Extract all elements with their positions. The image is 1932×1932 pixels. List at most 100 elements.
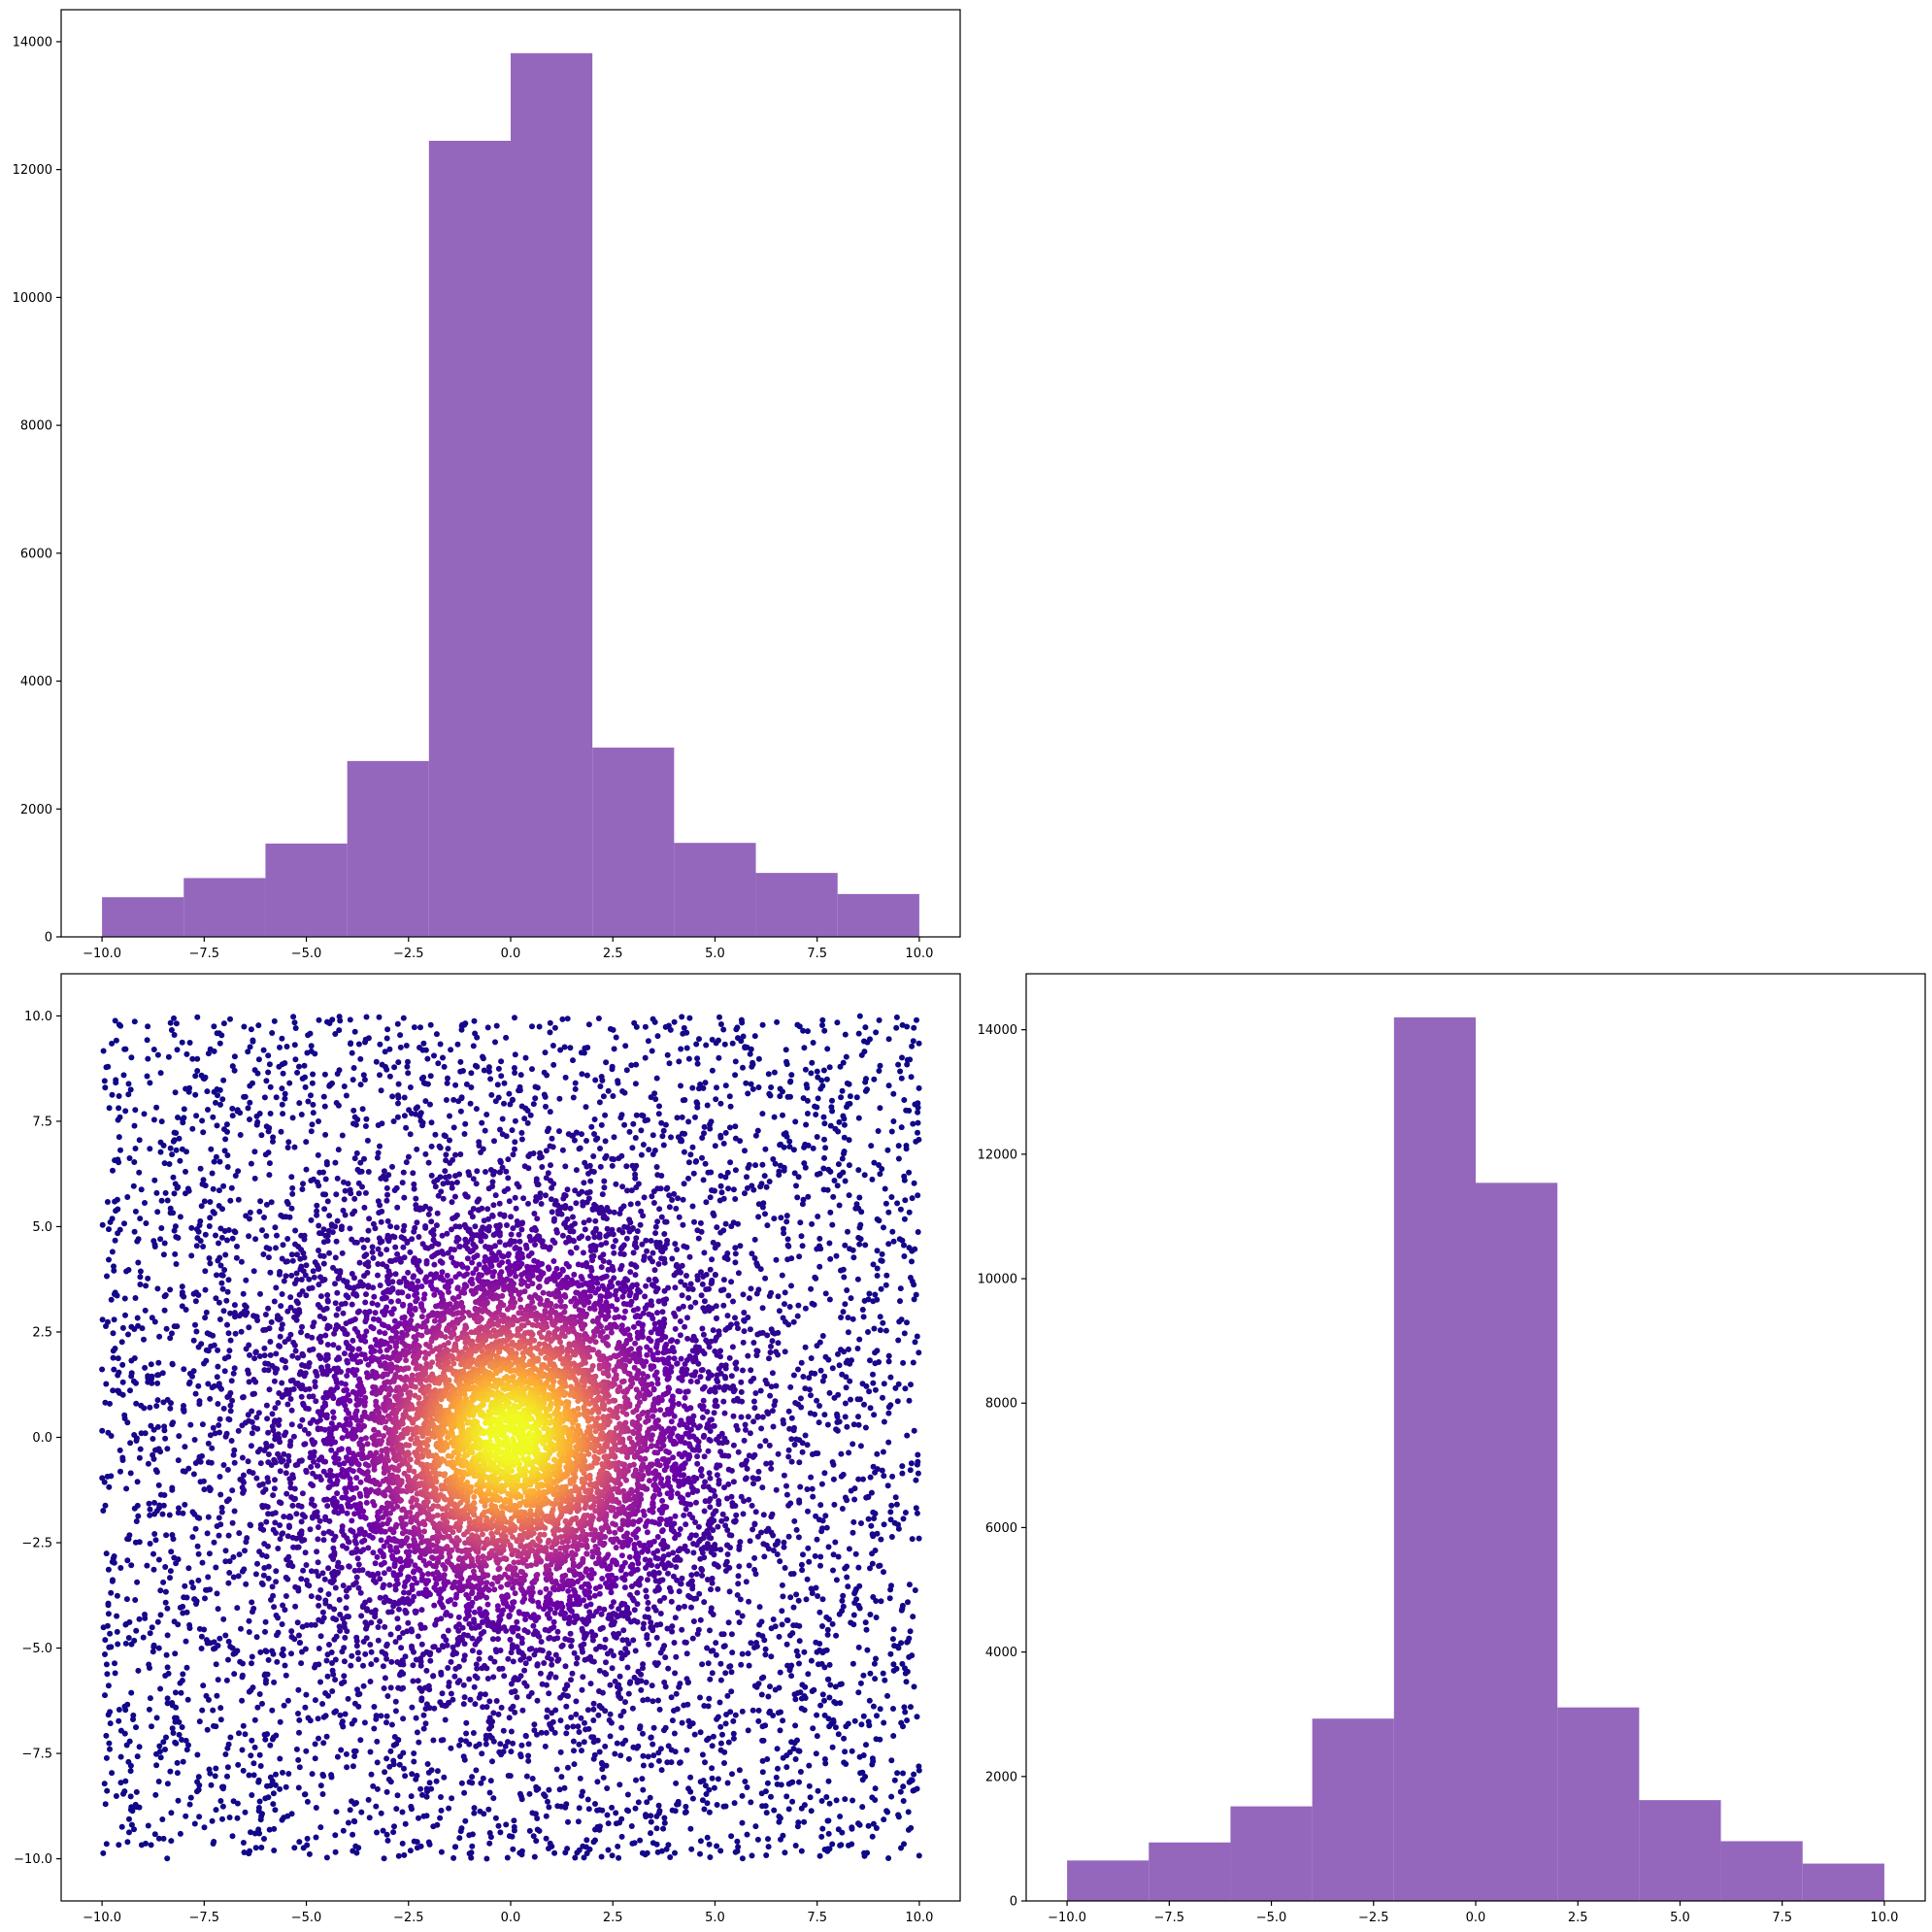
scatter-point (868, 1489, 875, 1496)
scatter-point (391, 1823, 397, 1830)
scatter-point (492, 1098, 499, 1105)
scatter-point (822, 1760, 829, 1767)
scatter-point (307, 1526, 314, 1533)
scatter-point (899, 1054, 905, 1061)
scatter-point (802, 1305, 809, 1312)
scatter-point (590, 1706, 597, 1713)
scatter-point (218, 1385, 224, 1392)
scatter-point (427, 1657, 434, 1664)
scatter-point (661, 1815, 668, 1821)
scatter-point (712, 1272, 718, 1279)
scatter-point (425, 1211, 432, 1217)
scatter-point (452, 1082, 459, 1088)
scatter-point (841, 1116, 848, 1122)
scatter-point (660, 1127, 667, 1134)
scatter-point (378, 1087, 384, 1094)
scatter-point (759, 1305, 766, 1312)
scatter-point (145, 1460, 151, 1467)
scatter-point (422, 1150, 429, 1157)
scatter-point (239, 1672, 246, 1679)
scatter-point (547, 1840, 553, 1847)
scatter-point (401, 1851, 408, 1858)
scatter-point (762, 1377, 769, 1383)
scatter-point (840, 1592, 847, 1599)
scatter-point (231, 1302, 238, 1309)
scatter-point (263, 1518, 270, 1525)
scatter-point (403, 1124, 410, 1131)
scatter-point (802, 1164, 809, 1171)
scatter-point (788, 1415, 795, 1421)
scatter-point (279, 1101, 285, 1108)
scatter-point (130, 1712, 137, 1718)
scatter-point (900, 1770, 906, 1777)
scatter-point (723, 1712, 730, 1717)
scatter-point (608, 1648, 615, 1654)
scatter-point (217, 1316, 223, 1322)
scatter-point (233, 1254, 240, 1261)
scatter-point (396, 1634, 403, 1641)
scatter-point (344, 1764, 350, 1771)
scatter-point (416, 1113, 423, 1119)
scatter-point (704, 1102, 711, 1109)
scatter-point (785, 1502, 792, 1509)
scatter-point (105, 1063, 112, 1070)
scatter-point (911, 1771, 917, 1778)
scatter-point (163, 1325, 170, 1332)
scatter-point (827, 1255, 834, 1262)
scatter-point (298, 1660, 305, 1667)
scatter-point (183, 1747, 190, 1753)
scatter-point (308, 1043, 315, 1049)
scatter-point (131, 1159, 138, 1165)
scatter-point (640, 1213, 647, 1219)
scatter-point (469, 1831, 476, 1838)
scatter-point (780, 1416, 786, 1423)
scatter-point (197, 1238, 204, 1245)
scatter-point (808, 1355, 815, 1361)
scatter-point (299, 1186, 306, 1192)
scatter-point (731, 1397, 737, 1404)
scatter-point (594, 1779, 601, 1785)
scatter-point (314, 1212, 320, 1218)
scatter-point (618, 1815, 625, 1822)
scatter-point (856, 1336, 863, 1343)
scatter-point (430, 1673, 437, 1680)
scatter-point (795, 1174, 802, 1181)
scatter-point (317, 1293, 324, 1300)
scatter-point (371, 1704, 378, 1710)
scatter-point (680, 1196, 686, 1203)
scatter-point (816, 1661, 821, 1668)
scatter-point (876, 1016, 883, 1023)
scatter-point (288, 1811, 295, 1817)
scatter-point (231, 1447, 238, 1453)
scatter-point (685, 1285, 692, 1292)
scatter-point (580, 1674, 586, 1681)
scatter-point (104, 1622, 111, 1629)
scatter-point (336, 1623, 343, 1630)
scatter-point (293, 1270, 300, 1277)
scatter-point (744, 1465, 750, 1472)
scatter-point (788, 1673, 795, 1680)
scatter-point (384, 1837, 391, 1844)
scatter-point (291, 1144, 298, 1150)
scatter-point (201, 1824, 208, 1831)
scatter-point (321, 1576, 328, 1582)
scatter-point (786, 1144, 793, 1150)
scatter-point (326, 1213, 333, 1219)
scatter-point (336, 1596, 343, 1603)
scatter-point (482, 1691, 488, 1698)
scatter-point (855, 1689, 862, 1696)
scatter-point (308, 1216, 315, 1223)
scatter-point (259, 1227, 265, 1234)
scatter-point (671, 1708, 677, 1714)
scatter-point (232, 1330, 239, 1337)
scatter-point (841, 1134, 848, 1141)
scatter-point (395, 1059, 402, 1066)
scatter-point (606, 1209, 613, 1215)
scatter-point (188, 1252, 195, 1259)
scatter-point (726, 1354, 733, 1361)
scatter-point (329, 1229, 336, 1236)
scatter-point (759, 1204, 766, 1211)
scatter-point (162, 1588, 169, 1595)
scatter-point (460, 1656, 467, 1663)
scatter-point (483, 1112, 490, 1117)
